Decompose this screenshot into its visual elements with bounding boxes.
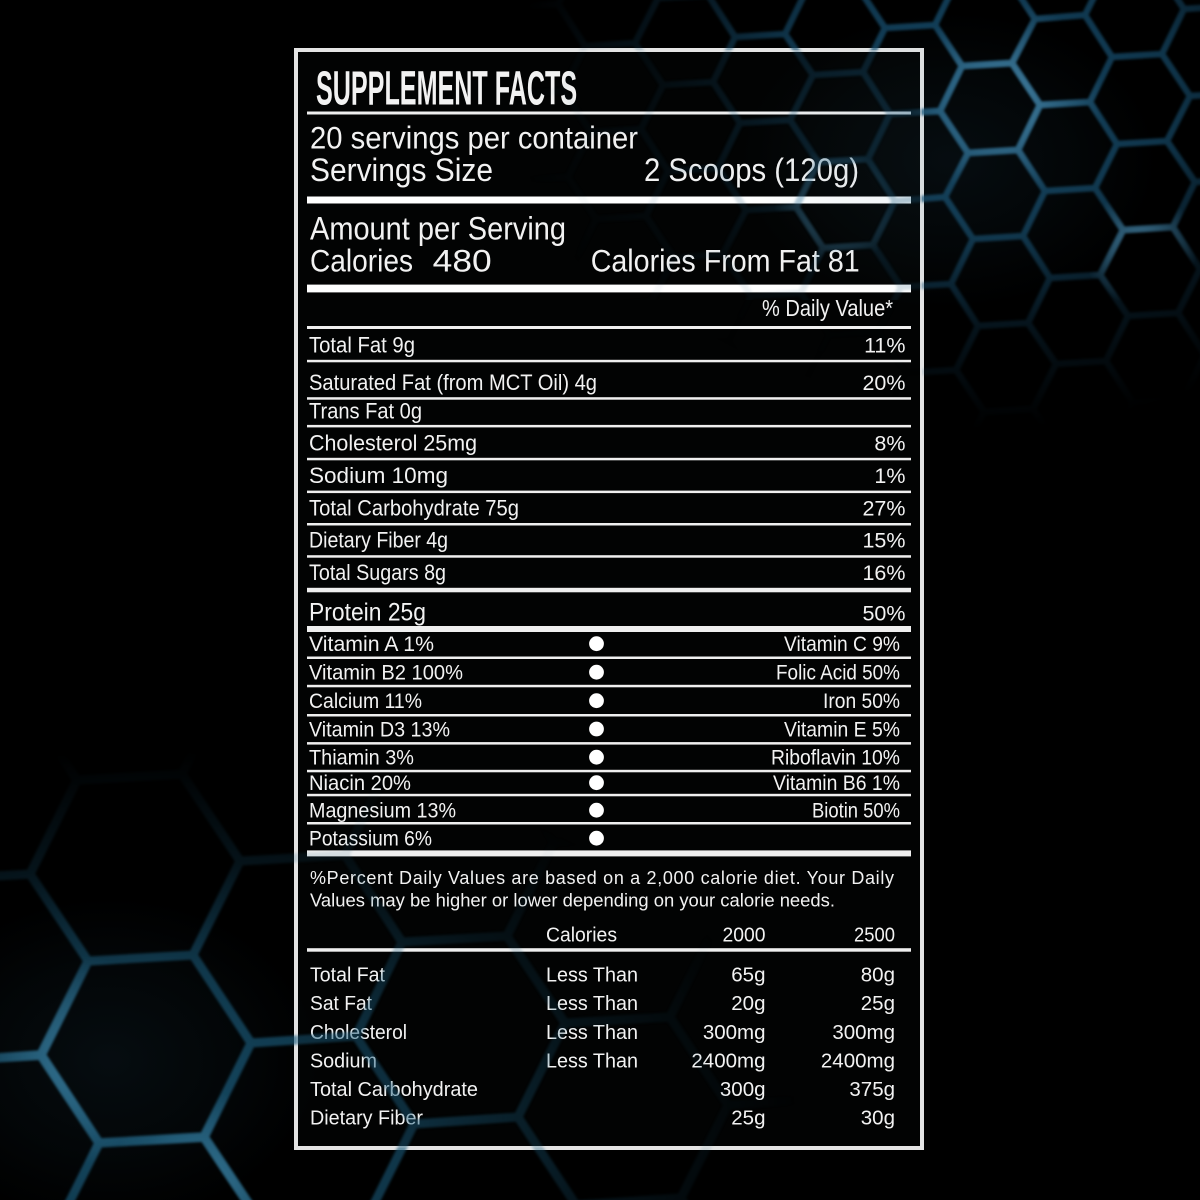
svg-text:Less Than: Less Than <box>546 964 638 987</box>
svg-text:Values may be higher or lower: Values may be higher or lower depending … <box>310 890 835 910</box>
svg-text:Less Than: Less Than <box>546 1049 638 1072</box>
svg-text:300g: 300g <box>720 1078 766 1101</box>
svg-text:375g: 375g <box>849 1078 895 1101</box>
svg-text:Vitamin A 1%: Vitamin A 1% <box>309 633 434 656</box>
svg-text:Sat Fat: Sat Fat <box>310 992 372 1015</box>
svg-text:65g: 65g <box>731 964 765 987</box>
svg-text:Cholesterol 25mg: Cholesterol 25mg <box>309 431 477 456</box>
svg-text:Sodium: Sodium <box>310 1049 377 1072</box>
svg-text:Vitamin B2 100%: Vitamin B2 100% <box>309 662 463 685</box>
svg-text:Less Than: Less Than <box>546 992 638 1015</box>
svg-text:20g: 20g <box>731 992 765 1015</box>
svg-text:Total Carbohydrate 75g: Total Carbohydrate 75g <box>309 495 519 520</box>
svg-text:25g: 25g <box>731 1107 765 1130</box>
svg-text:Magnesium 13%: Magnesium 13% <box>309 800 456 823</box>
svg-text:50%: 50% <box>862 602 905 626</box>
svg-text:Servings Size: Servings Size <box>310 152 493 188</box>
svg-text:Total Fat: Total Fat <box>310 964 385 987</box>
svg-text:Dietary Fiber: Dietary Fiber <box>310 1107 423 1130</box>
svg-text:2500: 2500 <box>854 923 895 946</box>
svg-text:Riboflavin 10%: Riboflavin 10% <box>771 747 900 770</box>
svg-text:Calcium 11%: Calcium 11% <box>309 690 422 713</box>
svg-text:300mg: 300mg <box>703 1021 766 1044</box>
svg-text:%Percent Daily Values are base: %Percent Daily Values are based on a 2,0… <box>310 868 894 888</box>
svg-text:30g: 30g <box>861 1107 895 1130</box>
svg-text:Iron 50%: Iron 50% <box>823 690 900 713</box>
svg-text:2400mg: 2400mg <box>821 1049 895 1072</box>
svg-text:Vitamin B6 1%: Vitamin B6 1% <box>773 772 900 795</box>
svg-text:480: 480 <box>433 243 492 279</box>
svg-text:Niacin 20%: Niacin 20% <box>309 772 411 795</box>
svg-text:Potassium 6%: Potassium 6% <box>309 828 432 851</box>
svg-text:Calories: Calories <box>546 923 617 946</box>
svg-text:2000: 2000 <box>723 923 766 946</box>
svg-text:2400mg: 2400mg <box>691 1049 765 1072</box>
svg-text:15%: 15% <box>862 529 905 553</box>
svg-text:Vitamin D3 13%: Vitamin D3 13% <box>309 718 450 741</box>
svg-text:% Daily Value*: % Daily Value* <box>762 295 893 321</box>
